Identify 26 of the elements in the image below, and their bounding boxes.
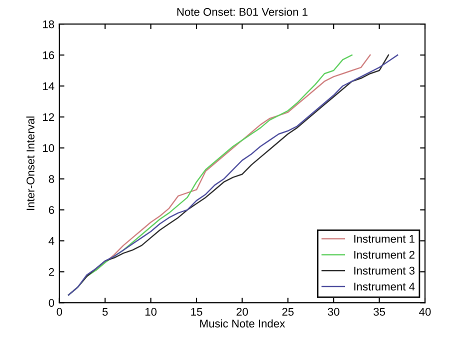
chart-title: Note Onset: B01 Version 1 [177,8,308,16]
legend-label: Instrument 2 [354,250,414,259]
y-tick-label: 18 [43,20,54,28]
y-tick-label: 2 [48,268,54,276]
y-tick-label: 6 [48,206,54,214]
y-tick-label: 8 [48,175,54,184]
legend-label: Instrument 3 [354,266,415,275]
legend-label: Instrument 4 [354,282,415,291]
x-tick-label: 0 [56,308,62,316]
x-tick-label: 20 [236,308,248,316]
y-tick-label: 12 [43,113,54,121]
x-tick-label: 30 [328,308,340,316]
legend-label: Instrument 1 [354,235,414,243]
y-axis-title: Inter-Onset Interval [26,116,34,210]
y-tick-label: 14 [43,82,54,90]
x-tick-label: 25 [282,308,294,316]
y-tick-label: 0 [48,298,54,307]
y-tick-label: 16 [43,51,54,60]
x-axis-title: Music Note Index [200,319,286,328]
x-tick-label: 35 [374,308,386,316]
x-tick-label: 10 [145,308,157,316]
y-tick-label: 10 [43,144,54,152]
y-tick-label: 4 [48,237,54,245]
x-tick-label: 40 [419,308,431,316]
x-tick-label: 5 [102,308,108,316]
x-tick-label: 15 [191,308,202,316]
